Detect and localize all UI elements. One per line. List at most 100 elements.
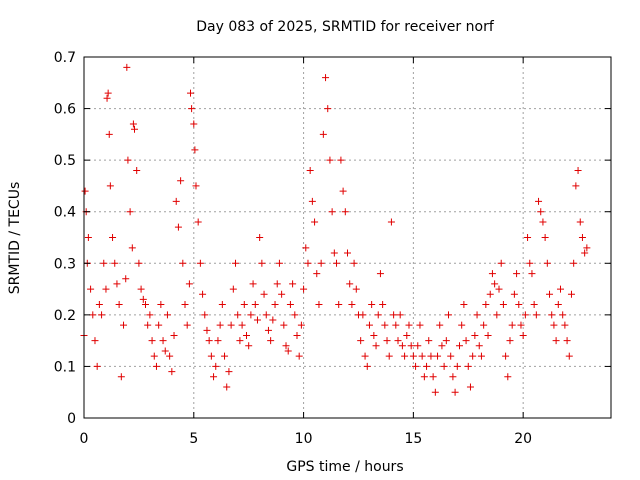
data-point xyxy=(517,321,525,329)
data-point xyxy=(488,270,496,278)
data-point xyxy=(280,321,288,329)
data-point xyxy=(163,311,171,319)
y-tick-label: 0.4 xyxy=(54,205,76,221)
data-point xyxy=(484,331,492,339)
data-point xyxy=(416,321,424,329)
data-point xyxy=(223,383,231,391)
data-point xyxy=(191,146,199,154)
y-tick-label: 0.2 xyxy=(54,308,76,324)
data-point xyxy=(401,352,409,360)
data-point xyxy=(502,352,510,360)
data-point xyxy=(563,337,571,345)
data-point xyxy=(434,352,442,360)
data-point xyxy=(137,285,145,293)
grid-lines xyxy=(84,57,611,418)
data-point xyxy=(174,223,182,231)
data-point xyxy=(363,362,371,370)
y-tick-label: 0.7 xyxy=(54,50,76,66)
data-point xyxy=(300,285,308,293)
data-point xyxy=(172,197,180,205)
y-tick-label: 0.6 xyxy=(54,102,76,118)
data-point xyxy=(546,290,554,298)
data-point xyxy=(541,234,549,241)
data-point xyxy=(89,311,97,319)
data-point xyxy=(348,301,356,309)
data-point xyxy=(438,342,446,350)
data-point xyxy=(256,234,264,241)
data-point xyxy=(324,105,332,113)
data-point xyxy=(383,337,391,345)
data-point xyxy=(315,301,323,309)
data-point xyxy=(166,352,174,360)
data-point xyxy=(218,301,226,309)
data-point xyxy=(392,321,400,329)
data-point xyxy=(554,301,562,309)
data-point xyxy=(572,182,580,190)
data-point xyxy=(317,259,325,267)
data-point xyxy=(148,337,156,345)
plot-frame xyxy=(83,56,612,419)
data-point xyxy=(387,218,395,226)
data-point xyxy=(341,208,349,216)
data-point xyxy=(486,290,494,298)
y-axis-label: SRMTID / TECUs xyxy=(7,182,23,295)
data-point xyxy=(528,270,536,278)
data-point xyxy=(205,337,213,345)
data-point xyxy=(581,249,589,257)
data-point xyxy=(524,234,532,241)
data-point xyxy=(436,321,444,329)
data-point xyxy=(311,218,319,226)
data-point xyxy=(403,331,411,339)
data-point xyxy=(449,373,457,381)
data-point xyxy=(519,331,527,339)
data-point xyxy=(499,301,507,309)
data-point xyxy=(350,259,358,267)
data-point xyxy=(570,259,578,267)
data-point xyxy=(333,259,341,267)
data-point xyxy=(135,259,143,267)
data-point xyxy=(576,218,584,226)
data-point xyxy=(407,342,415,350)
x-tick-label: 0 xyxy=(80,431,89,447)
data-point xyxy=(247,311,255,319)
data-point xyxy=(412,362,420,370)
data-point xyxy=(302,244,310,252)
data-point xyxy=(405,321,413,329)
data-point xyxy=(109,234,117,241)
data-point xyxy=(352,285,360,293)
data-point xyxy=(216,321,224,329)
data-point xyxy=(95,301,103,309)
data-point xyxy=(471,331,479,339)
data-point xyxy=(238,321,246,329)
data-point xyxy=(126,208,134,216)
data-point xyxy=(548,311,556,319)
data-point xyxy=(128,244,136,252)
data-point xyxy=(513,270,521,278)
data-point xyxy=(278,290,286,298)
data-point xyxy=(530,301,538,309)
data-point xyxy=(521,311,529,319)
data-point xyxy=(275,259,283,267)
data-point xyxy=(210,373,218,381)
x-tick-label: 15 xyxy=(404,431,422,447)
data-point xyxy=(506,337,514,345)
x-tick-label: 5 xyxy=(189,431,198,447)
data-point xyxy=(346,280,354,288)
data-point xyxy=(81,187,89,195)
y-tick-label: 0 xyxy=(67,411,76,427)
data-point xyxy=(186,89,194,97)
data-point xyxy=(559,311,567,319)
data-point xyxy=(453,362,461,370)
y-tick-label: 0.5 xyxy=(54,153,76,169)
data-point xyxy=(129,120,137,128)
data-point xyxy=(535,197,543,205)
data-point xyxy=(264,326,272,334)
data-point xyxy=(469,352,477,360)
data-point xyxy=(271,301,279,309)
data-point xyxy=(103,94,111,102)
data-point xyxy=(240,301,248,309)
data-point xyxy=(192,182,200,190)
data-point xyxy=(295,352,303,360)
data-point xyxy=(232,259,240,267)
data-point xyxy=(495,285,503,293)
